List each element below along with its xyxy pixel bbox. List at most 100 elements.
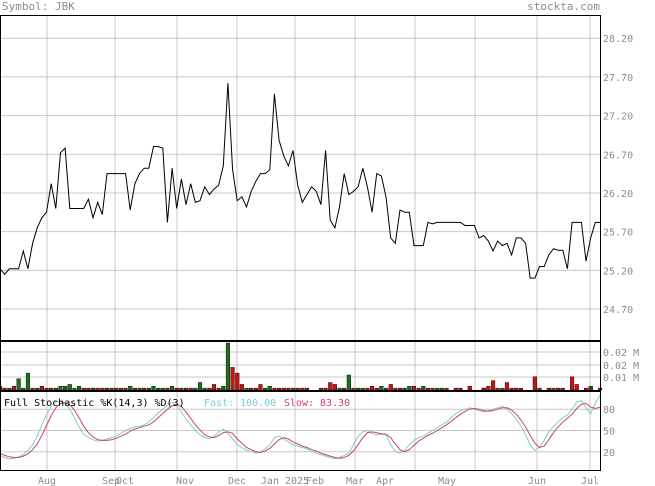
- volume-bar-down: [458, 387, 463, 391]
- stochastic-tick-label: 80: [603, 405, 615, 416]
- volume-bar-down: [318, 387, 324, 391]
- volume-bar-down: [574, 384, 579, 391]
- slow-label: Slow:: [284, 398, 314, 409]
- volume-bar-down: [132, 387, 137, 391]
- volume-tick-label: 0.02 M: [603, 348, 639, 359]
- volume-bar-down: [514, 387, 519, 391]
- price-line: [0, 83, 600, 279]
- price-tick-label: 25.20: [603, 266, 633, 277]
- x-tick-label: Mar: [346, 476, 364, 486]
- volume-bar-down: [30, 387, 35, 391]
- volume-bar-down: [188, 387, 193, 391]
- x-tick-label: Oct: [116, 476, 134, 486]
- volume-bar-down: [216, 387, 221, 391]
- site-name: stockta.com: [527, 0, 600, 13]
- x-tick-label: Aug: [38, 476, 56, 486]
- volume-bar-up: [53, 387, 58, 391]
- x-tick-label: Jul: [581, 476, 599, 486]
- stochastic-title: Full Stochastic %K(14,3) %D(3): [4, 398, 185, 409]
- volume-bar-down: [509, 387, 514, 391]
- volume-bar-down: [86, 387, 91, 391]
- volume-bar-down: [388, 384, 393, 391]
- stochastic-tick-label: 20: [603, 448, 615, 459]
- volume-bar-down: [537, 387, 542, 391]
- volume-bar-down: [398, 387, 403, 391]
- volume-bar-up: [58, 386, 63, 391]
- fast-value: 100.00: [240, 398, 276, 409]
- stochastic-line-slow: [0, 402, 601, 459]
- volume-bar-up: [551, 387, 556, 391]
- volume-bar-down: [49, 387, 54, 391]
- volume-bar-down: [104, 387, 109, 391]
- volume-grid: [0, 341, 600, 390]
- volume-bar-down: [81, 387, 86, 391]
- volume-bar-down: [504, 382, 510, 391]
- volume-bar-up: [109, 387, 114, 391]
- volume-bar-down: [556, 387, 561, 391]
- volume-bar-up: [193, 387, 198, 391]
- panel-frame: [0, 15, 601, 341]
- volume-bar-down: [560, 387, 565, 391]
- volume-bar-up: [169, 386, 175, 391]
- volume-bar-down: [114, 387, 119, 391]
- volume-bar-down: [518, 387, 523, 391]
- x-tick-label: Nov: [176, 476, 194, 486]
- panel-frame: [0, 391, 601, 471]
- volume-bar-up: [35, 387, 40, 391]
- volume-bar-up: [244, 387, 249, 391]
- volume-bar-down: [370, 386, 375, 391]
- x-tick-label: Feb: [306, 476, 324, 486]
- x-tick-label: Dec: [228, 476, 246, 486]
- volume-bar-up: [435, 387, 440, 391]
- price-tick-label: 26.70: [603, 150, 633, 161]
- stochastic-tick-label: 50: [603, 427, 615, 438]
- volume-bar-down: [570, 376, 575, 391]
- volume-bar-down: [100, 387, 105, 391]
- volume-bar-up: [197, 382, 203, 391]
- volume-bar-down: [44, 387, 49, 391]
- volume-bar-down: [174, 387, 179, 391]
- volume-bar-down: [258, 384, 263, 391]
- volume-tick-label: 0.01 M: [603, 373, 639, 384]
- volume-bar-down: [39, 386, 44, 391]
- x-tick-label: Jun: [528, 476, 546, 486]
- volume-bar-up: [379, 386, 384, 391]
- volume-bar-down: [467, 386, 472, 391]
- volume-bar-down: [295, 387, 300, 391]
- volume-bar-up: [151, 386, 156, 391]
- volume-bar-down: [323, 387, 328, 391]
- volume-bar-up: [439, 387, 444, 391]
- volume-bar-up: [21, 387, 26, 391]
- volume-bar-down: [584, 387, 589, 391]
- volume-bar-down: [425, 387, 431, 391]
- volume-bar-down: [165, 387, 170, 391]
- volume-bar-up: [90, 387, 96, 391]
- volume-bar-down: [342, 387, 347, 391]
- volume-bar-up: [356, 387, 361, 391]
- price-tick-label: 27.70: [603, 73, 633, 84]
- volume-bar-down: [253, 387, 258, 391]
- volume-bar-down: [2, 387, 7, 391]
- volume-bar-down: [588, 387, 593, 391]
- volume-bar-down: [272, 387, 277, 391]
- volume-bar-down: [281, 387, 286, 391]
- volume-bar-down: [249, 387, 254, 391]
- volume-bar-down: [179, 387, 184, 391]
- y-axis-labels: 28.20 27.70 27.20 26.70 26.20 25.70 25.20 24.70…: [603, 34, 639, 459]
- volume-bar-up: [202, 387, 207, 391]
- price-grid: [0, 15, 600, 340]
- price-tick-label: 28.20: [603, 34, 633, 45]
- volume-bar-down: [328, 382, 333, 391]
- price-tick-label: 27.20: [603, 112, 633, 123]
- volume-bar-up: [160, 387, 165, 391]
- volume-bar-down: [491, 380, 496, 391]
- symbol-label: Symbol: JBK: [2, 0, 75, 13]
- x-tick-label: May: [438, 476, 456, 486]
- volume-bar-up: [360, 387, 365, 391]
- volume-bar-up: [146, 387, 151, 391]
- volume-bar-down: [532, 376, 537, 391]
- panel-frame: [0, 341, 601, 391]
- volume-tick-label: 0.02 M: [603, 361, 639, 372]
- volume-bar-up: [221, 386, 226, 391]
